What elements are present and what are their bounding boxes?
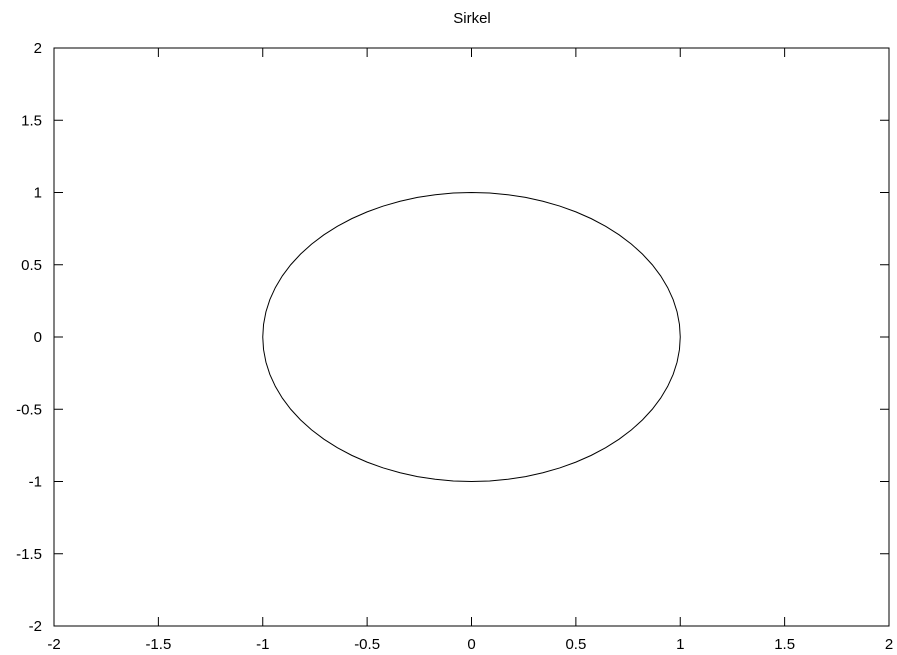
x-tick-label: 1.5	[774, 636, 795, 653]
y-tick-label: -1	[29, 474, 42, 491]
y-tick-label: 0	[34, 329, 42, 346]
x-tick-label: -0.5	[354, 636, 380, 653]
plot-frame	[53, 47, 890, 627]
y-tick-label: 1	[34, 185, 42, 202]
x-tick-label: -1	[256, 636, 269, 653]
x-tick-label: 0	[467, 636, 475, 653]
y-tick-label: 0.5	[21, 257, 42, 274]
y-tick-label: 1.5	[21, 112, 42, 129]
y-tick-label: -1.5	[16, 546, 42, 563]
x-tick-label: -2	[47, 636, 60, 653]
y-tick-label: -0.5	[16, 401, 42, 418]
series-layer	[262, 191, 681, 483]
series-line-circle	[262, 191, 681, 483]
x-tick-label: 2	[885, 636, 893, 653]
y-tick-label: -2	[29, 618, 42, 635]
y-tick-label: 2	[34, 40, 42, 57]
chart-title: Sirkel	[453, 10, 491, 27]
x-axis: -2 -1.5 -1 -0.5 0 0.5 1 1.5 2	[47, 48, 893, 653]
x-tick-label: 0.5	[565, 636, 586, 653]
x-tick-label: -1.5	[145, 636, 171, 653]
x-tick-label: 1	[676, 636, 684, 653]
y-axis: -2 -1.5 -1 -0.5 0 0.5 1 1.5 2	[16, 40, 889, 635]
